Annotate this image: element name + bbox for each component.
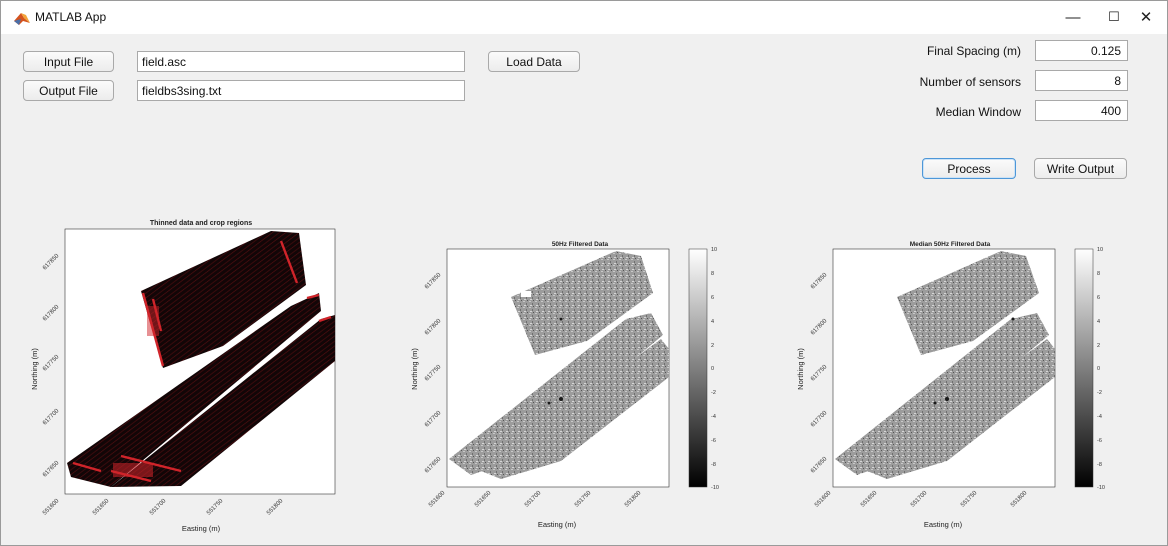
upper-filtered-block bbox=[897, 251, 1039, 355]
colorbar-tick: 10 bbox=[711, 247, 717, 253]
input-file-button[interactable]: Input File bbox=[23, 51, 114, 72]
write-output-button[interactable]: Write Output bbox=[1034, 158, 1127, 179]
colorbar-tick: 2 bbox=[711, 343, 714, 349]
minimize-button[interactable]: — bbox=[1065, 8, 1081, 26]
colorbar-tick: 6 bbox=[711, 295, 714, 301]
x-axis-label: Easting (m) bbox=[182, 524, 221, 533]
lower-filtered-strip bbox=[835, 313, 1049, 475]
colorbar-tick: -6 bbox=[711, 438, 716, 444]
colorbar-tick: -8 bbox=[1097, 462, 1102, 468]
close-button[interactable]: ✕ bbox=[1139, 9, 1153, 26]
x-tick-label: 551750 bbox=[574, 490, 593, 509]
plot-title: Median 50Hz Filtered Data bbox=[910, 241, 991, 248]
process-button[interactable]: Process bbox=[922, 158, 1016, 179]
y-tick-label: 617850 bbox=[810, 272, 829, 291]
colorbar-tick: 8 bbox=[1097, 271, 1100, 277]
x-tick-label: 551650 bbox=[474, 490, 493, 509]
output-file-button[interactable]: Output File bbox=[23, 80, 114, 101]
x-tick-label: 551700 bbox=[910, 490, 929, 509]
colorbar-tick: -4 bbox=[1097, 414, 1102, 420]
final-spacing-field[interactable]: 0.125 bbox=[1035, 40, 1128, 61]
median-window-label: Median Window bbox=[935, 105, 1021, 119]
y-tick-label: 617650 bbox=[424, 456, 443, 475]
x-axis-label: Easting (m) bbox=[538, 520, 577, 529]
y-axis-label: Northing (m) bbox=[30, 348, 39, 390]
upper-filtered-block bbox=[511, 251, 653, 355]
y-tick-label: 617650 bbox=[810, 456, 829, 475]
load-data-button[interactable]: Load Data bbox=[488, 51, 580, 72]
colorbar-tick: -2 bbox=[711, 390, 716, 396]
x-tick-label: 551800 bbox=[1010, 490, 1029, 509]
colorbar-tick: 8 bbox=[711, 271, 714, 277]
y-tick-label: 617800 bbox=[424, 318, 443, 337]
y-tick-label: 617750 bbox=[424, 364, 443, 383]
plot-title: Thinned data and crop regions bbox=[150, 220, 252, 227]
median-window-field[interactable]: 400 bbox=[1035, 100, 1128, 121]
y-tick-label: 617700 bbox=[424, 410, 443, 429]
x-tick-label: 551600 bbox=[428, 490, 447, 509]
colorbar-tick: 0 bbox=[1097, 366, 1100, 372]
y-tick-label: 617650 bbox=[42, 460, 61, 479]
y-tick-label: 617850 bbox=[42, 253, 61, 272]
x-tick-label: 551600 bbox=[42, 498, 61, 517]
x-tick-label: 551600 bbox=[814, 490, 833, 509]
colorbar-tick: -10 bbox=[1097, 485, 1105, 491]
upper-survey-block bbox=[141, 231, 306, 368]
lower-filtered-strip bbox=[449, 313, 663, 475]
y-tick-label: 617700 bbox=[810, 410, 829, 429]
x-tick-label: 551750 bbox=[206, 498, 225, 517]
x-axis-label: Easting (m) bbox=[924, 520, 963, 529]
x-tick-label: 551800 bbox=[624, 490, 643, 509]
colorbar-tick: 10 bbox=[1097, 247, 1103, 253]
thinned-data-plot: Thinned data and crop regions bbox=[30, 220, 336, 533]
x-tick-label: 551650 bbox=[860, 490, 879, 509]
x-tick-label: 551800 bbox=[266, 498, 285, 517]
output-file-field[interactable]: fieldbs3sing.txt bbox=[137, 80, 465, 101]
input-file-field[interactable]: field.asc bbox=[137, 51, 465, 72]
plot-title: 50Hz Filtered Data bbox=[552, 241, 609, 248]
colorbar-tick: -6 bbox=[1097, 438, 1102, 444]
colorbar-tick: 6 bbox=[1097, 295, 1100, 301]
x-tick-label: 551700 bbox=[524, 490, 543, 509]
window-title: MATLAB App bbox=[35, 10, 107, 24]
y-tick-label: 617800 bbox=[42, 304, 61, 323]
y-tick-label: 617850 bbox=[424, 272, 443, 291]
y-axis-label: Northing (m) bbox=[410, 348, 419, 390]
colorbar-tick: -4 bbox=[711, 414, 716, 420]
colorbar-tick: 4 bbox=[1097, 319, 1100, 325]
colorbar-tick: 0 bbox=[711, 366, 714, 372]
x-tick-label: 551650 bbox=[92, 498, 111, 517]
colorbar-tick: 2 bbox=[1097, 343, 1100, 349]
title-bar: MATLAB App — ☐ ✕ bbox=[1, 1, 1167, 34]
y-tick-label: 617750 bbox=[42, 354, 61, 373]
y-tick-label: 617800 bbox=[810, 318, 829, 337]
y-axis-label: Northing (m) bbox=[796, 348, 805, 390]
colorbar bbox=[1074, 248, 1094, 488]
colorbar-tick: -2 bbox=[1097, 390, 1102, 396]
colorbar-tick: -8 bbox=[711, 462, 716, 468]
number-of-sensors-field[interactable]: 8 bbox=[1035, 70, 1128, 91]
filtered-data-plot: 50Hz Filtered Data 10 8 6 4 2 0 -2 -4 -6… bbox=[410, 241, 719, 529]
x-tick-label: 551700 bbox=[149, 498, 168, 517]
maximize-button[interactable]: ☐ bbox=[1108, 9, 1120, 24]
x-tick-label: 551750 bbox=[960, 490, 979, 509]
colorbar-tick: -10 bbox=[711, 485, 719, 491]
colorbar-tick: 4 bbox=[711, 319, 714, 325]
number-of-sensors-label: Number of sensors bbox=[919, 75, 1021, 89]
y-tick-label: 617750 bbox=[810, 364, 829, 383]
final-spacing-label: Final Spacing (m) bbox=[926, 44, 1021, 58]
y-tick-label: 617700 bbox=[42, 408, 61, 427]
median-filtered-data-plot: Median 50Hz Filtered Data 10 8 6 4 2 0 -… bbox=[796, 241, 1105, 529]
plots-panel: Thinned data and crop regions bbox=[30, 220, 1105, 533]
lower-survey-strip bbox=[67, 293, 321, 487]
matlab-logo-icon bbox=[14, 13, 30, 25]
colorbar bbox=[688, 248, 708, 488]
